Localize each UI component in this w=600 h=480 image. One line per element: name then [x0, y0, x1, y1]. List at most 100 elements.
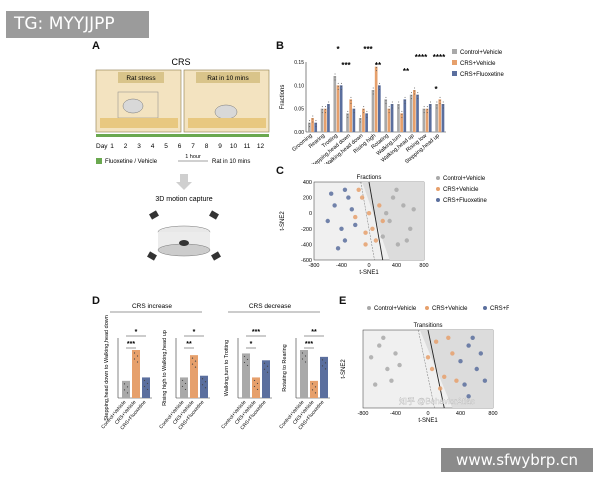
- camera-icon-4: [211, 251, 221, 261]
- tsne-transitions-point: [458, 359, 463, 364]
- straw-icon: [100, 118, 178, 128]
- tsne-fractions-point: [349, 207, 355, 212]
- rat-legend-label: Rat in 10 mins: [212, 159, 250, 165]
- data-dot: [340, 82, 342, 84]
- day-label: Day: [96, 143, 108, 150]
- bar: [397, 104, 400, 132]
- tsne-transitions-x-tick: 400: [456, 411, 465, 417]
- tsne-fractions-point: [359, 195, 365, 200]
- data-dot: [423, 112, 425, 114]
- y-axis-label: Walking,turn to Trotting: [224, 340, 230, 396]
- data-dot: [309, 120, 311, 122]
- legend-swatch: [452, 71, 457, 76]
- bar: [314, 122, 318, 132]
- bar: [438, 99, 442, 132]
- y-axis-label: Rotating to Rearing: [282, 344, 288, 391]
- data-dot: [410, 92, 412, 94]
- data-dot: [181, 385, 184, 388]
- day-number: 12: [257, 143, 265, 150]
- data-dot: [204, 381, 207, 383]
- bar: [365, 113, 368, 132]
- days-row: 1 2 3 4 5 6 7 8 9 10 11 12: [110, 143, 264, 150]
- tsne-transitions-point: [397, 362, 402, 368]
- tsne-fractions-legend-dot: [436, 176, 440, 180]
- tsne-fractions-y-label: t-SNE2: [280, 211, 286, 231]
- data-dot: [350, 102, 352, 104]
- day-number: 4: [151, 143, 155, 150]
- bar: [200, 375, 208, 398]
- tsne-transitions-point: [389, 378, 394, 383]
- day-number: 10: [230, 143, 238, 150]
- data-dot: [312, 118, 314, 120]
- day-number: 1: [110, 143, 114, 150]
- data-dot: [372, 93, 374, 95]
- tsne-fractions-y-tick: -200: [301, 227, 312, 233]
- data-dot: [375, 67, 377, 69]
- data-dot: [410, 98, 412, 100]
- tsne-transitions-point: [429, 366, 435, 372]
- data-dot: [334, 76, 336, 78]
- legend-swatch: [452, 49, 457, 54]
- bar: [422, 108, 426, 132]
- data-dot: [366, 116, 368, 118]
- tsne-fractions-legend-label: Control+Vehicle: [443, 176, 486, 182]
- tsne-fractions-legend-label: CRS+Fluoxetine: [443, 198, 488, 204]
- data-dot: [201, 378, 204, 380]
- rat-in-arena-icon: [179, 240, 189, 246]
- data-dot: [143, 385, 146, 388]
- data-dot: [426, 106, 428, 108]
- data-dot: [337, 85, 339, 87]
- data-dot: [360, 115, 361, 117]
- data-dot: [337, 88, 339, 90]
- data-dot: [184, 388, 187, 391]
- data-dot: [146, 388, 149, 391]
- data-dot: [347, 110, 349, 112]
- data-dot: [385, 102, 387, 104]
- bar: [122, 380, 130, 398]
- data-dot: [133, 352, 136, 354]
- tsne-fractions-title: Fractions: [357, 175, 382, 181]
- tsne-fractions-y-tick: 400: [303, 180, 312, 186]
- tsne-transitions-margin: [418, 329, 435, 409]
- tsne-transitions-x-tick: -800: [357, 411, 368, 417]
- bar: [333, 76, 337, 132]
- drug-legend-label: Fluoxetine / Vehicle: [105, 159, 158, 165]
- data-dot: [388, 106, 390, 108]
- data-dot: [123, 383, 126, 385]
- data-dot: [363, 106, 365, 108]
- tsne-transitions-legend-label: CRS+Fluoxetine: [490, 306, 509, 312]
- data-dot: [350, 96, 352, 98]
- data-dot: [436, 107, 438, 109]
- data-dot: [340, 85, 342, 87]
- data-dot: [391, 107, 393, 109]
- day-number: 8: [205, 143, 209, 150]
- data-dot: [353, 106, 355, 108]
- data-dot: [309, 126, 311, 128]
- data-dot: [315, 123, 317, 125]
- data-dot: [414, 87, 416, 89]
- tsne-transitions-legend-label: Control+Vehicle: [374, 306, 417, 312]
- tsne-transitions-x-tick: -400: [390, 411, 401, 417]
- bar: [400, 113, 403, 132]
- tsne-fractions-x-label: t-SNE1: [359, 270, 379, 276]
- day-number: 9: [218, 143, 222, 150]
- tsne-fractions-margin: [360, 181, 375, 261]
- bar: [242, 353, 250, 398]
- tsne-fractions-point: [390, 195, 396, 200]
- data-dot: [321, 365, 324, 367]
- data-dot: [353, 109, 355, 111]
- tsne-fractions-point: [363, 230, 368, 235]
- panel-d-letter: D: [92, 295, 100, 307]
- day-number: 2: [124, 143, 128, 150]
- data-dot: [194, 360, 197, 362]
- data-dot: [146, 382, 149, 385]
- data-dot: [304, 361, 307, 363]
- data-dot: [253, 379, 256, 382]
- tsne-transitions-legend-dot: [367, 306, 371, 310]
- significance-mark: ***: [252, 329, 260, 336]
- day-number: 11: [244, 143, 251, 150]
- tsne-transitions-legend-dot: [425, 306, 429, 310]
- data-dot: [204, 387, 207, 389]
- bar: [352, 108, 356, 132]
- rat-icon-2: [214, 104, 238, 120]
